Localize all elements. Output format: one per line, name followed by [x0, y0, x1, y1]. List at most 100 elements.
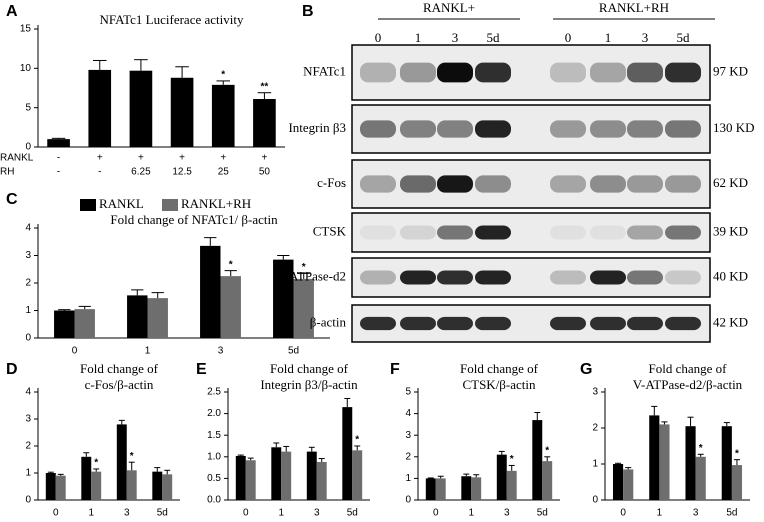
x-tick-label: 0: [72, 346, 78, 357]
treatment-label: 50: [259, 167, 271, 178]
y-tick-label: 3: [592, 387, 598, 398]
y-tick-label: 4: [405, 408, 411, 419]
x-tick-label: 0: [433, 508, 439, 519]
bar: [293, 278, 314, 338]
lane-label: 5d: [677, 30, 691, 45]
band: [360, 225, 396, 240]
treatment-label: -: [57, 153, 60, 164]
significance: *: [735, 448, 739, 459]
bar: [235, 455, 246, 500]
band: [400, 225, 436, 240]
lane-label: 1: [415, 30, 422, 45]
y-tick-label: 0.0: [207, 495, 221, 506]
lane-label: 0: [565, 30, 572, 45]
lane-label: 3: [452, 30, 459, 45]
bar: [721, 426, 732, 500]
row-label: c-Fos: [317, 175, 346, 190]
bar: [54, 310, 75, 338]
chart-title: Fold change of: [649, 361, 728, 376]
y-tick-label: 1: [25, 468, 31, 479]
band: [550, 316, 586, 331]
x-tick-label: 5d: [347, 508, 358, 519]
bar: [126, 470, 137, 500]
size-label: 97 KD: [713, 63, 748, 78]
y-tick-label: 3: [405, 430, 411, 441]
row-label: CTSK: [313, 223, 347, 238]
x-tick-label: 1: [145, 346, 151, 357]
bar: [245, 460, 256, 500]
band: [400, 120, 436, 138]
x-tick-label: 0: [53, 508, 59, 519]
bar: [271, 447, 282, 500]
y-tick-label: 3: [25, 414, 31, 425]
x-tick-label: 3: [218, 346, 224, 357]
band: [590, 62, 626, 83]
x-tick-label: 5d: [537, 508, 548, 519]
band: [400, 270, 436, 285]
bar: [731, 465, 743, 500]
band: [627, 270, 663, 285]
bar: [352, 450, 363, 500]
significance: *: [545, 445, 549, 456]
band: [400, 62, 436, 83]
blot-frame: [351, 212, 711, 253]
bar: [129, 70, 153, 147]
treatment-label: 6.25: [131, 167, 151, 178]
band: [475, 316, 511, 331]
y-tick-label: 2.0: [207, 408, 221, 419]
lane-label: 3: [642, 30, 649, 45]
significance: *: [699, 443, 703, 454]
panel-label: A: [6, 3, 18, 20]
lane-label: 1: [605, 30, 612, 45]
x-tick-label: 1: [657, 508, 663, 519]
y-tick-label: 1: [25, 305, 31, 316]
size-label: 40 KD: [713, 268, 748, 283]
size-label: 62 KD: [713, 175, 748, 190]
band: [437, 62, 473, 83]
band: [400, 175, 436, 193]
treatment-label: +: [138, 153, 144, 164]
x-tick-label: 1: [468, 508, 474, 519]
x-tick-label: 3: [693, 508, 699, 519]
x-tick-label: 1: [88, 508, 94, 519]
y-tick-label: 1.0: [207, 451, 221, 462]
treatment-label: +: [261, 153, 267, 164]
y-tick-label: 5: [25, 102, 31, 113]
blot-frame: [351, 104, 711, 154]
treatment-label: 25: [218, 167, 230, 178]
y-tick-label: 15: [20, 24, 32, 35]
treatment-name: RANKL: [0, 153, 34, 164]
band: [475, 225, 511, 240]
band: [360, 316, 396, 331]
legend-swatch: [80, 199, 96, 211]
band: [665, 120, 701, 138]
lane-label: 0: [375, 30, 382, 45]
x-tick-label: 0: [620, 508, 626, 519]
band: [627, 316, 663, 331]
bar: [162, 474, 173, 500]
significance: *: [355, 435, 359, 446]
bar: [74, 309, 95, 338]
y-tick-label: 0: [405, 495, 411, 506]
panel-label: D: [6, 361, 18, 378]
band: [590, 316, 626, 331]
y-tick-label: 0: [25, 333, 31, 344]
band: [360, 62, 396, 83]
x-tick-label: 0: [243, 508, 249, 519]
band: [437, 175, 473, 193]
bar: [220, 276, 241, 338]
bar: [612, 464, 624, 500]
bar: [116, 424, 127, 500]
band: [627, 225, 663, 240]
treatment-label: -: [98, 167, 101, 178]
band: [665, 175, 701, 193]
band: [627, 62, 663, 83]
y-tick-label: 0: [25, 142, 31, 153]
significance: **: [261, 81, 269, 92]
bar: [316, 461, 327, 500]
size-label: 39 KD: [713, 223, 748, 238]
y-tick-label: 1.5: [207, 430, 221, 441]
y-tick-label: 1: [405, 473, 411, 484]
panel-label: G: [580, 361, 592, 378]
panel-label: F: [390, 361, 400, 378]
